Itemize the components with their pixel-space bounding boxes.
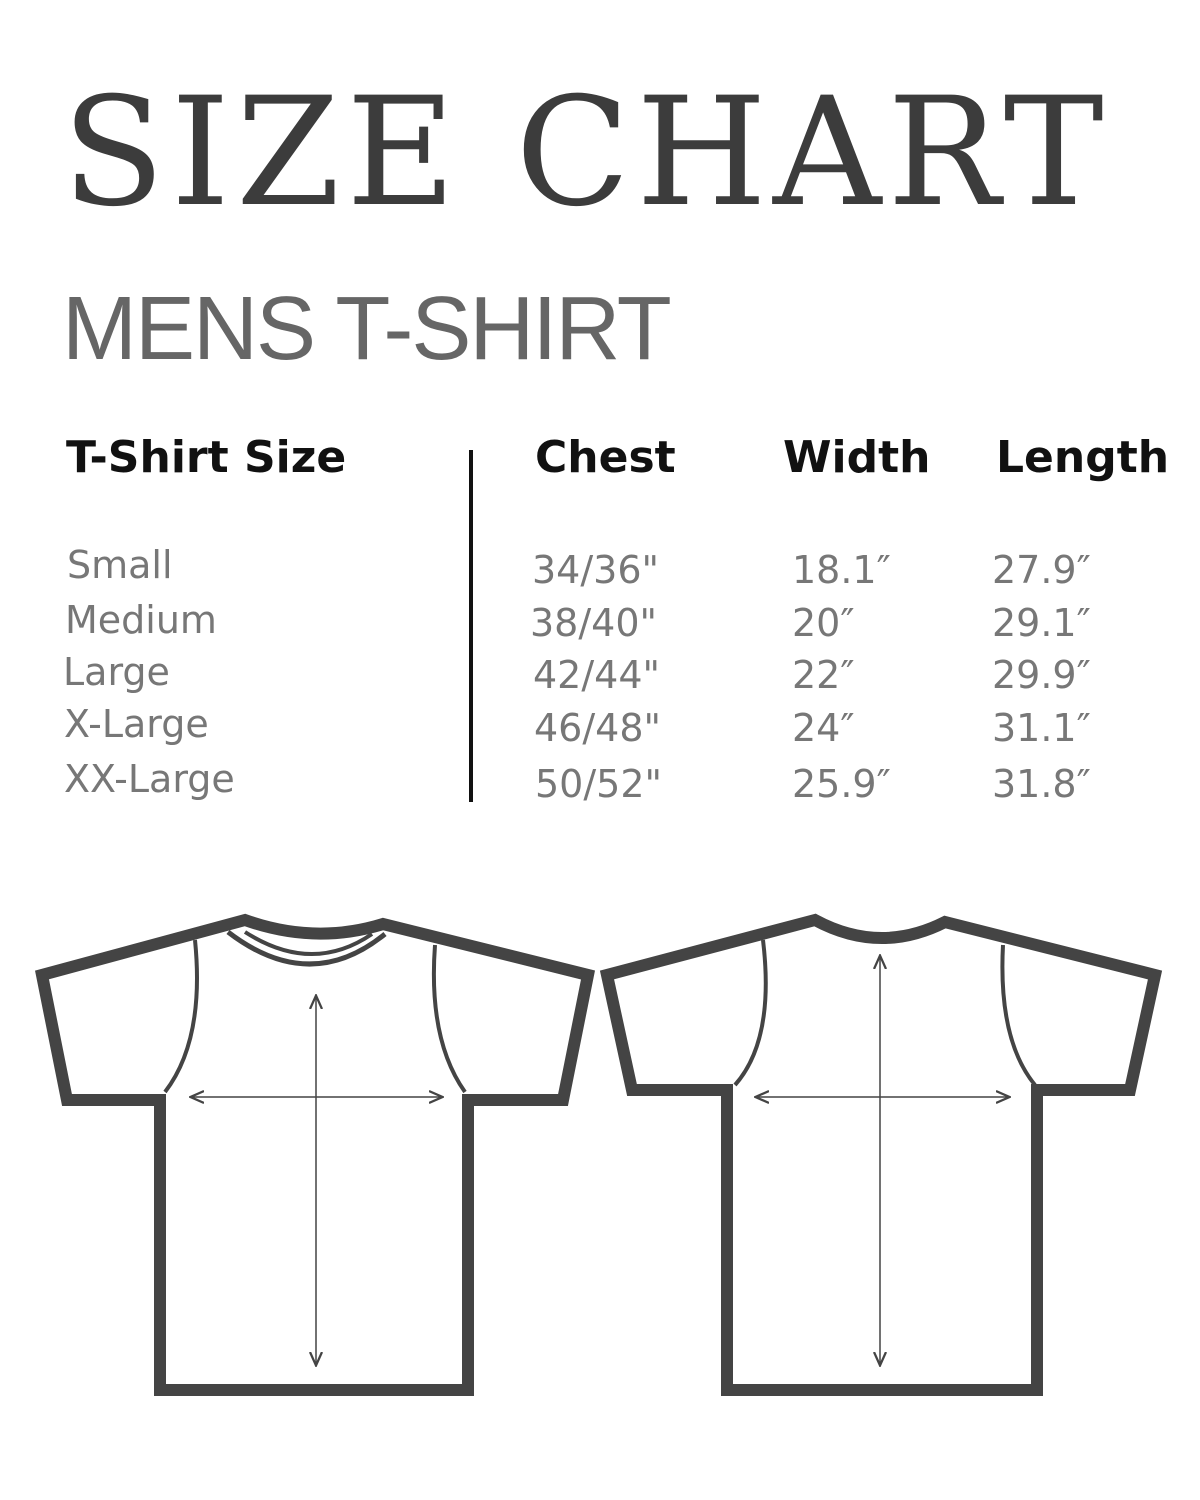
header-length: Length bbox=[996, 432, 1170, 483]
chest-cell: 38/40" bbox=[530, 601, 657, 645]
width-cell: 25.9″ bbox=[792, 762, 891, 806]
page-title: SIZE CHART bbox=[62, 66, 1110, 240]
header-width: Width bbox=[783, 432, 931, 483]
chest-cell: 42/44" bbox=[533, 653, 660, 697]
page-subtitle: MENS T-SHIRT bbox=[62, 279, 672, 379]
length-cell: 29.1″ bbox=[992, 601, 1091, 645]
size-cell: Large bbox=[63, 650, 170, 694]
chest-cell: 46/48" bbox=[534, 706, 661, 750]
chest-cell: 50/52" bbox=[535, 762, 662, 806]
length-cell: 31.1″ bbox=[992, 706, 1091, 750]
size-cell: Small bbox=[67, 543, 173, 587]
width-cell: 20″ bbox=[792, 601, 855, 645]
length-cell: 29.9″ bbox=[992, 653, 1091, 697]
size-cell: X-Large bbox=[64, 702, 209, 746]
width-cell: 18.1″ bbox=[792, 548, 891, 592]
tshirt-front-icon bbox=[35, 913, 596, 1396]
length-cell: 31.8″ bbox=[992, 762, 1091, 806]
size-cell: Medium bbox=[65, 598, 217, 642]
header-chest: Chest bbox=[535, 432, 676, 483]
width-cell: 22″ bbox=[792, 653, 855, 697]
length-cell: 27.9″ bbox=[992, 548, 1091, 592]
width-cell: 24″ bbox=[792, 706, 855, 750]
column-divider bbox=[469, 450, 473, 802]
chest-cell: 34/36" bbox=[532, 548, 659, 592]
size-cell: XX-Large bbox=[64, 757, 235, 801]
header-size: T-Shirt Size bbox=[66, 432, 347, 483]
tshirt-back-icon bbox=[599, 913, 1163, 1396]
